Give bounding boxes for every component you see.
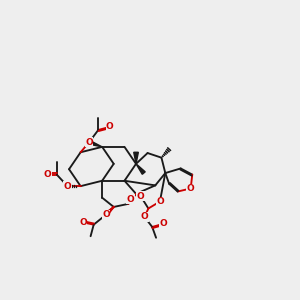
Text: O: O [102, 210, 110, 219]
Text: O: O [137, 192, 145, 201]
Polygon shape [105, 207, 114, 216]
Text: O: O [64, 182, 71, 191]
Text: O: O [85, 138, 93, 147]
Polygon shape [136, 164, 145, 174]
Polygon shape [88, 140, 102, 147]
Polygon shape [134, 152, 138, 164]
Text: O: O [106, 122, 114, 131]
Text: O: O [127, 195, 134, 204]
Text: O: O [79, 218, 87, 227]
Text: O: O [159, 219, 167, 228]
Text: O: O [187, 184, 195, 193]
Text: O: O [141, 212, 148, 221]
Text: O: O [156, 197, 164, 206]
Text: O: O [44, 170, 51, 179]
